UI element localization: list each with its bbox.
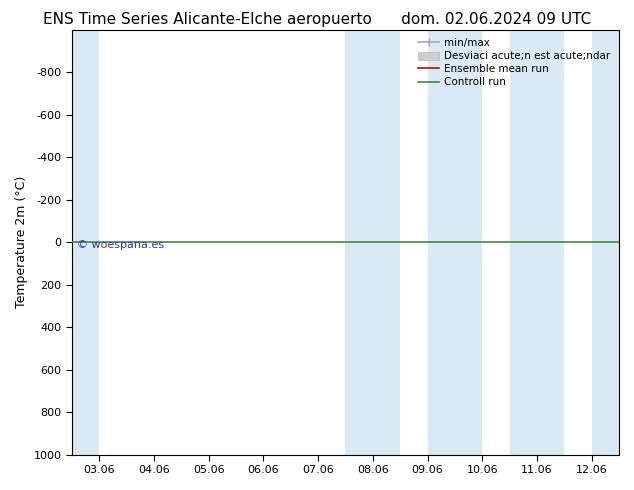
Text: © woespana.es: © woespana.es [77, 240, 165, 250]
Text: ENS Time Series Alicante-Elche aeropuerto      dom. 02.06.2024 09 UTC: ENS Time Series Alicante-Elche aeropuert… [43, 12, 591, 27]
Y-axis label: Temperature 2m (°C): Temperature 2m (°C) [15, 176, 28, 308]
Bar [592, 30, 619, 455]
Bar [72, 30, 100, 455]
Bar [510, 30, 564, 455]
Bar [427, 30, 482, 455]
Bar [346, 30, 400, 455]
Legend: min/max, Desviaci acute;n est acute;ndar, Ensemble mean run, Controll run: min/max, Desviaci acute;n est acute;ndar… [415, 35, 614, 91]
